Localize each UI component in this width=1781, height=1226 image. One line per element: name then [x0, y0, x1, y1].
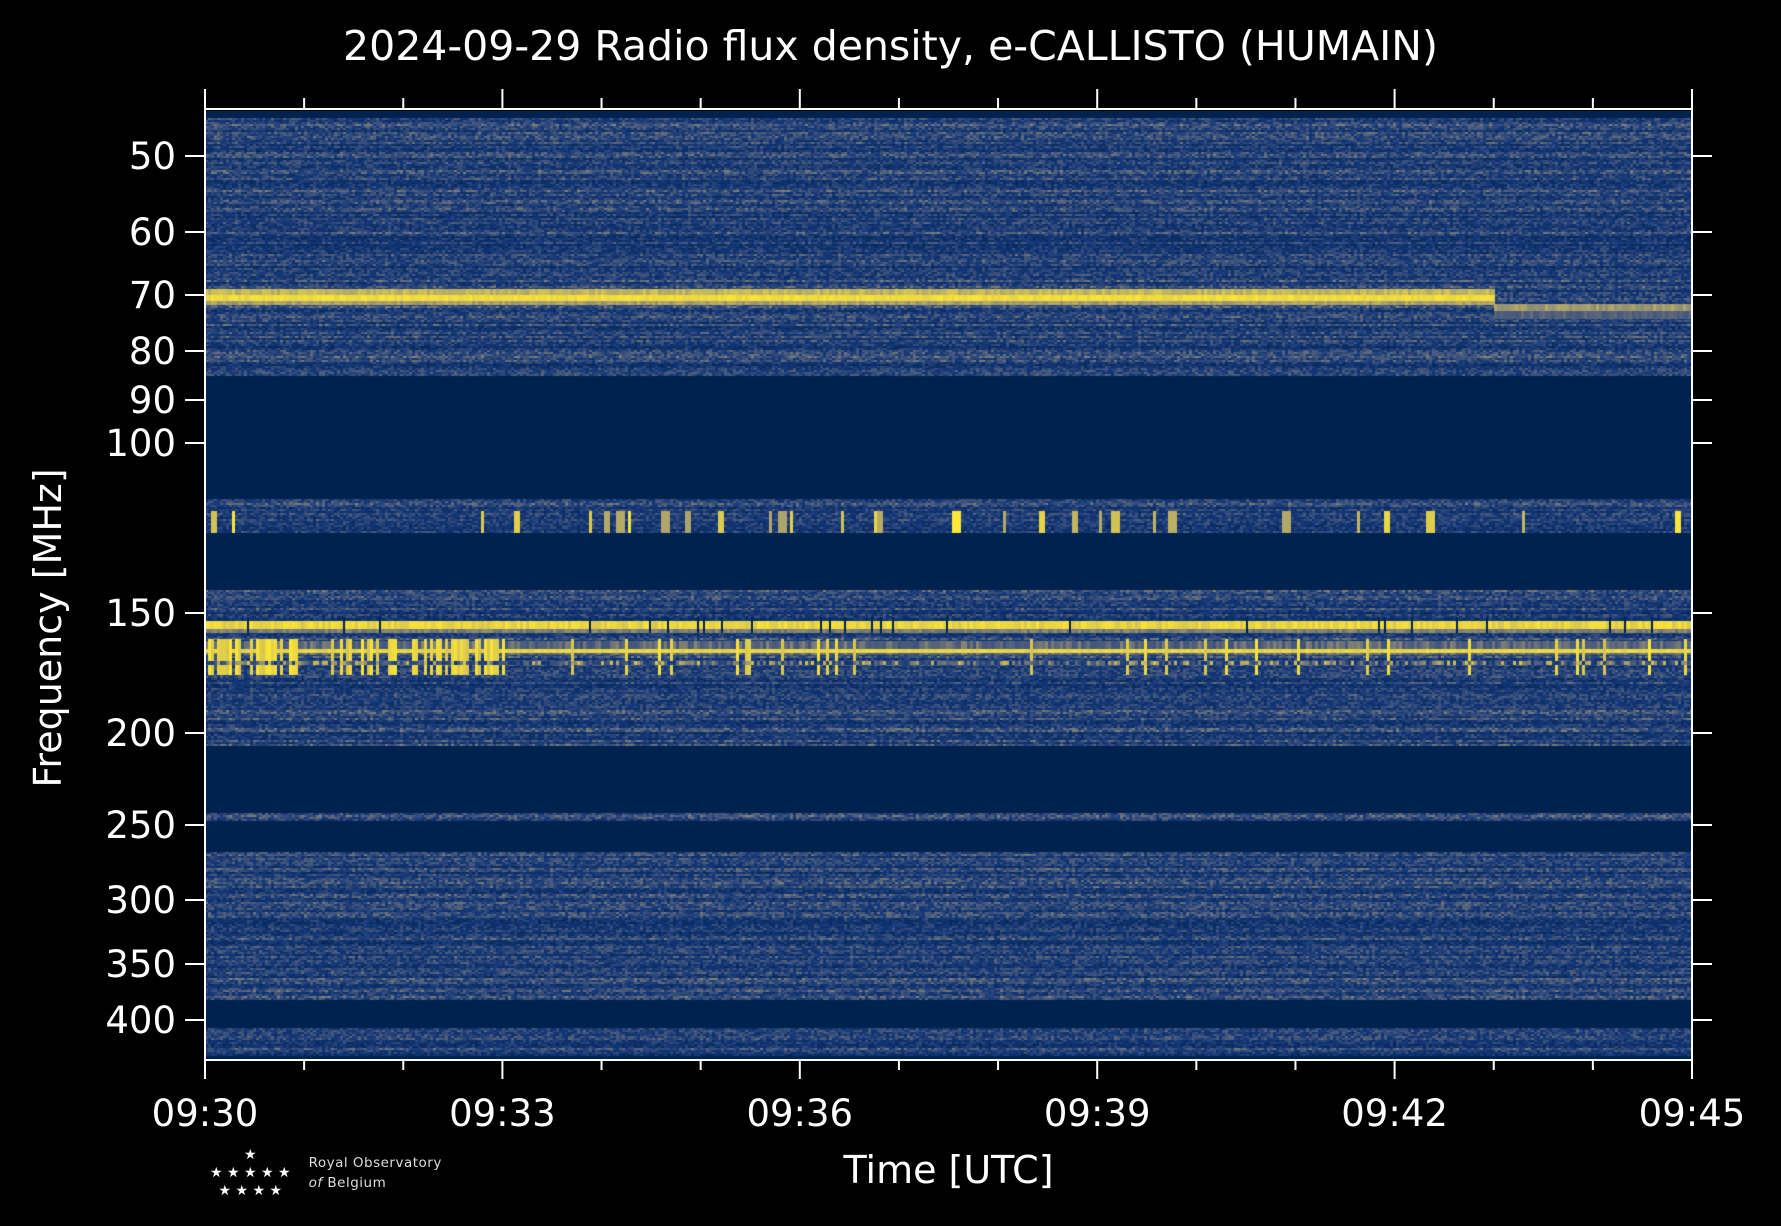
y-tick-label: 150 [105, 592, 176, 635]
plot-frame [204, 108, 1693, 1061]
x-axis-label: Time [UTC] [843, 1148, 1054, 1192]
y-tick-label: 70 [129, 274, 176, 317]
stars-icon: ★ ★ ★ ★ ★ ★ ★ ★ ★ ★ [210, 1147, 291, 1199]
y-tick-label: 100 [105, 422, 176, 465]
rob-logo: ★ ★ ★ ★ ★ ★ ★ ★ ★ ★ Royal Observatory of B… [210, 1146, 442, 1200]
y-tick-label: 80 [129, 330, 176, 373]
y-tick-label: 200 [105, 712, 176, 755]
y-tick-label: 50 [129, 135, 176, 178]
x-tick-label: 09:42 [1341, 1092, 1448, 1135]
x-tick-label: 09:39 [1044, 1092, 1151, 1135]
logo-of: of [308, 1175, 323, 1191]
x-tick-label: 09:45 [1639, 1092, 1746, 1135]
x-tick-label: 09:30 [152, 1092, 259, 1135]
y-tick-label: 300 [105, 879, 176, 922]
y-axis-label: Frequency [MHz] [26, 468, 70, 788]
logo-line1: Royal Observatory [308, 1155, 442, 1171]
spectrogram-heatmap [205, 111, 1692, 1059]
chart-title: 2024-09-29 Radio flux density, e-CALLIST… [343, 22, 1438, 70]
y-tick-label: 350 [105, 943, 176, 986]
y-tick-label: 60 [129, 211, 176, 254]
x-tick-label: 09:36 [746, 1092, 853, 1135]
x-tick-label: 09:33 [449, 1092, 556, 1135]
y-tick-label: 90 [129, 379, 176, 422]
logo-line2: Belgium [327, 1175, 387, 1191]
y-tick-label: 400 [105, 999, 176, 1042]
y-tick-label: 250 [105, 804, 176, 847]
